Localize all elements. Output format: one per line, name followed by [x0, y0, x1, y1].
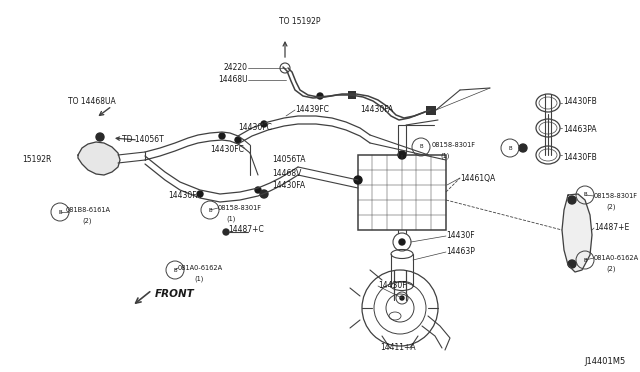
Circle shape [519, 144, 527, 152]
Circle shape [197, 191, 203, 197]
Text: 14430F: 14430F [446, 231, 475, 241]
Circle shape [354, 176, 362, 184]
Text: (1): (1) [194, 276, 204, 282]
Text: FRONT: FRONT [155, 289, 195, 299]
Text: 081A0-6162A: 081A0-6162A [594, 255, 639, 261]
Text: 14430FB: 14430FB [563, 153, 596, 161]
Circle shape [96, 133, 104, 141]
Text: (1): (1) [440, 153, 449, 159]
Text: (2): (2) [82, 218, 92, 224]
Circle shape [317, 93, 323, 99]
Bar [426, 106, 436, 115]
Text: 081B8-6161A: 081B8-6161A [66, 207, 111, 213]
Text: (2): (2) [606, 266, 616, 272]
Text: 08158-8301F: 08158-8301F [594, 193, 638, 199]
Bar [348, 91, 356, 99]
Text: 14430FA: 14430FA [168, 192, 201, 201]
Text: 14430F: 14430F [378, 282, 406, 291]
Text: 14430FC: 14430FC [238, 124, 272, 132]
Text: B: B [419, 144, 423, 150]
Circle shape [399, 239, 405, 245]
Text: 14430FB: 14430FB [563, 97, 596, 106]
Circle shape [261, 121, 267, 127]
Text: 081A0-6162A: 081A0-6162A [178, 265, 223, 271]
Text: B: B [173, 267, 177, 273]
Text: B: B [208, 208, 212, 212]
Text: 14430FA: 14430FA [360, 106, 393, 115]
Text: 14439FC: 14439FC [295, 106, 329, 115]
Text: 14463P: 14463P [446, 247, 475, 257]
Circle shape [400, 296, 404, 300]
Text: 14487+C: 14487+C [228, 225, 264, 234]
Text: 14468V: 14468V [272, 169, 301, 177]
Text: (2): (2) [606, 204, 616, 210]
Text: TO 15192P: TO 15192P [279, 17, 321, 26]
Polygon shape [78, 142, 120, 175]
Text: B: B [58, 209, 62, 215]
Text: 14411+A: 14411+A [380, 343, 416, 353]
Text: 14056TA: 14056TA [272, 155, 305, 164]
Circle shape [398, 151, 406, 159]
Text: 14430FC: 14430FC [210, 145, 244, 154]
Polygon shape [562, 194, 592, 272]
Text: B: B [508, 145, 512, 151]
Text: 14430FA: 14430FA [272, 182, 305, 190]
Text: 08158-8301F: 08158-8301F [432, 142, 476, 148]
Circle shape [219, 133, 225, 139]
Text: (1): (1) [226, 216, 236, 222]
Circle shape [255, 187, 261, 193]
Circle shape [260, 190, 268, 198]
Text: B: B [583, 257, 587, 263]
Text: 14461QA: 14461QA [460, 173, 495, 183]
Text: J14401M5: J14401M5 [585, 357, 626, 366]
Text: 08158-8301F: 08158-8301F [218, 205, 262, 211]
Circle shape [223, 229, 229, 235]
Text: 14468U: 14468U [218, 76, 248, 84]
Text: 14487+E: 14487+E [594, 224, 629, 232]
Circle shape [235, 137, 241, 143]
Circle shape [568, 260, 576, 268]
Text: TD 14056T: TD 14056T [122, 135, 164, 144]
Circle shape [568, 196, 576, 204]
Text: B: B [583, 192, 587, 198]
Text: 24220: 24220 [224, 64, 248, 73]
Bar [358, 155, 446, 230]
Text: TO 14468UA: TO 14468UA [68, 97, 116, 106]
Text: 14463PA: 14463PA [563, 125, 596, 135]
Text: 15192R: 15192R [22, 155, 51, 164]
